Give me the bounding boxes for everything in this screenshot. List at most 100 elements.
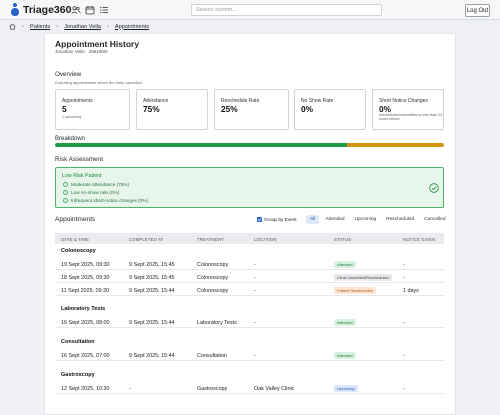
cell-notice: 1 days	[403, 288, 419, 294]
list-icon[interactable]	[99, 5, 109, 15]
cell-treatment: Laboratory Tests	[197, 320, 237, 326]
breadcrumb-patient-name[interactable]: Jonathan Vella	[64, 23, 101, 30]
stat-label: Short Notice Changes	[379, 98, 428, 104]
filter-attended[interactable]: Attended	[325, 217, 345, 222]
breakdown-segment-attended	[55, 143, 347, 147]
breadcrumb-appointments[interactable]: Appointments	[114, 23, 150, 30]
cell-completed: -	[129, 386, 131, 392]
risk-heading: Risk Assessment	[55, 156, 103, 163]
group-by-event-toggle[interactable]: Group by Event	[257, 217, 297, 222]
stat-value: 75%	[143, 104, 160, 114]
table-row[interactable]: 19 Sept 2025, 09:30 9 Sept 2025, 15:45 C…	[55, 258, 444, 270]
cell-notice: -	[403, 262, 405, 268]
table-row[interactable]: 12 Sept 2025, 10:30 - Gastroscopy Oak Va…	[55, 382, 444, 394]
risk-item-text: Low no-show rate (0%)	[71, 190, 120, 195]
breakdown-segment-rescheduled	[346, 143, 444, 147]
cell-treatment: Colonoscopy	[197, 262, 229, 268]
chevron-right-icon: ›	[56, 23, 59, 30]
overview-heading: Overview	[55, 71, 82, 78]
check-circle-icon	[63, 182, 68, 187]
stat-appointments: Appointments 5 1 upcoming	[55, 89, 130, 130]
stat-attendance: Attendance 75%	[136, 89, 208, 130]
risk-item-text: Infrequent short-notice changes (0%)	[71, 198, 149, 203]
status-badge: Clinic Cancelled/Rescheduled	[334, 274, 392, 281]
top-bar: Triage360 Log Out	[0, 0, 500, 20]
stat-sub: 1 upcoming	[62, 115, 82, 119]
risk-panel: Low Risk Patient Moderate attendance (75…	[55, 167, 444, 208]
stat-value: 0%	[301, 104, 313, 114]
stat-reschedule-rate: Reschedule Rate 25%	[214, 89, 289, 130]
breadcrumb: › Patients › Jonathan Vella › Appointmen…	[9, 22, 149, 31]
search-input[interactable]	[191, 4, 382, 16]
app-logo[interactable]: Triage360	[10, 3, 71, 16]
appointments-heading: Appointments	[55, 216, 96, 223]
people-icon[interactable]	[71, 5, 81, 15]
stat-value: 25%	[221, 104, 238, 114]
calendar-icon[interactable]	[85, 5, 95, 15]
status-badge: Patient Rescheduled	[334, 287, 376, 294]
cell-notice: -	[403, 386, 405, 392]
stat-label: Attendance	[143, 98, 169, 104]
cell-date: 12 Sept 2025, 10:30	[61, 386, 110, 392]
cell-completed: 9 Sept 2025, 15:44	[129, 353, 175, 359]
cell-date: 11 Sept 2025, 09:30	[61, 288, 110, 294]
cell-location: -	[254, 288, 256, 294]
table-row[interactable]: 18 Sept 2025, 09:30 9 Sept 2025, 15:45 C…	[55, 271, 444, 283]
filter-upcoming[interactable]: Upcoming	[354, 217, 377, 222]
app-name: Triage360	[23, 3, 72, 16]
group-label: Colonoscopy	[61, 248, 96, 254]
filter-all[interactable]: All	[306, 215, 320, 224]
cell-completed: 9 Sept 2025, 15:45	[129, 262, 175, 268]
cell-notice: -	[403, 275, 405, 281]
stat-short-notice-changes: Short Notice Changes 0% reschedules/canc…	[372, 89, 444, 130]
cell-treatment: Colonoscopy	[197, 288, 229, 294]
filter-rescheduled[interactable]: Rescheduled	[386, 217, 415, 222]
check-circle-icon	[63, 190, 68, 195]
logout-button[interactable]: Log Out	[465, 4, 490, 17]
cell-location: Oak Valley Clinic	[254, 386, 295, 392]
stat-sub: reschedules/cancellations less than 24 h…	[379, 113, 443, 122]
cell-date: 18 Sept 2025, 09:30	[61, 275, 110, 281]
table-row[interactable]: 16 Sept 2025, 07:00 9 Sept 2025, 15:44 C…	[55, 349, 444, 361]
status-filters: All Attended Upcoming Rescheduled Cancel…	[304, 215, 450, 224]
table-row[interactable]: 16 Sept 2025, 08:00 9 Sept 2025, 15:44 L…	[55, 316, 444, 328]
status-badge: Attended	[334, 352, 356, 359]
breakdown-bar	[55, 143, 444, 147]
risk-item-text: Moderate attendance (75%)	[71, 182, 130, 187]
cell-treatment: Colonoscopy	[197, 275, 229, 281]
cell-notice: -	[403, 320, 405, 326]
risk-item: Low no-show rate (0%)	[63, 190, 119, 195]
checkbox-checked-icon[interactable]	[257, 217, 262, 222]
cell-date: 19 Sept 2025, 09:30	[61, 262, 110, 268]
stat-value: 0%	[379, 104, 391, 114]
filter-cancelled[interactable]: Cancelled	[424, 217, 446, 222]
column-header: TREATMENT	[197, 237, 225, 242]
person-logo-icon	[10, 3, 20, 16]
stat-no-show-rate: No Show Rate 0%	[294, 89, 366, 130]
cell-location: -	[254, 353, 256, 359]
status-badge: Attended	[334, 319, 356, 326]
cell-location: -	[254, 262, 256, 268]
risk-item: Moderate attendance (75%)	[63, 182, 129, 187]
overview-note: Excluding appointments where the clinic …	[55, 80, 143, 85]
check-circle-icon	[429, 183, 439, 193]
check-circle-icon	[63, 198, 68, 203]
home-icon[interactable]	[9, 23, 16, 30]
chevron-right-icon: ›	[106, 23, 109, 30]
column-header: LOCATION	[254, 237, 277, 242]
breadcrumb-patients[interactable]: Patients	[30, 23, 51, 30]
cell-date: 16 Sept 2025, 07:00	[61, 353, 110, 359]
table-row[interactable]: 11 Sept 2025, 09:30 9 Sept 2025, 15:44 C…	[55, 284, 444, 296]
page-title: Appointment History	[55, 39, 140, 49]
risk-item: Infrequent short-notice changes (0%)	[63, 198, 148, 203]
table-header: DATE & TIME COMPLETED AT TREATMENT LOCAT…	[55, 233, 444, 244]
column-header: DATE & TIME	[61, 237, 90, 242]
cell-date: 16 Sept 2025, 08:00	[61, 320, 110, 326]
column-header: NOTICE GIVEN	[403, 237, 436, 242]
group-label: Consultation	[61, 339, 95, 345]
column-header: STATUS	[334, 237, 352, 242]
breakdown-heading: Breakdown	[55, 136, 86, 142]
stat-value: 5	[62, 104, 67, 114]
status-badge: Upcoming	[334, 385, 358, 392]
group-by-event-label: Group by Event	[264, 217, 297, 222]
